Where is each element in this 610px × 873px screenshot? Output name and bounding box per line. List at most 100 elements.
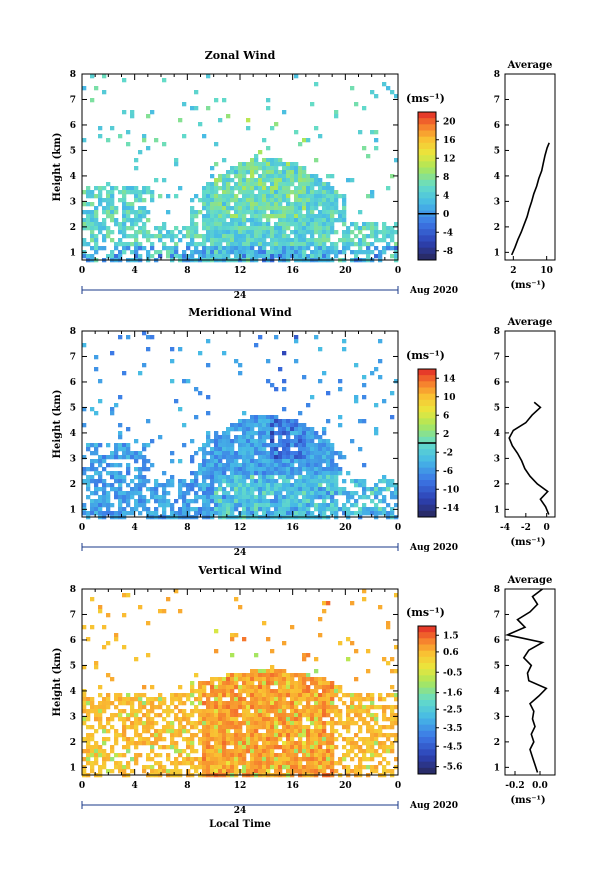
heatmap-cell — [310, 254, 315, 259]
x-tick-label: 0 — [79, 266, 85, 276]
heatmap-cell — [102, 226, 107, 231]
heatmap-cell — [326, 238, 331, 243]
heatmap-cell — [134, 234, 139, 239]
heatmap-cell — [270, 737, 275, 742]
heatmap-cell — [330, 697, 335, 702]
heatmap-cell — [290, 511, 295, 516]
heatmap-cell — [278, 467, 283, 472]
heatmap-cell — [146, 737, 151, 742]
heatmap-cell — [298, 214, 303, 219]
heatmap-cell — [294, 761, 299, 766]
heatmap-cell — [122, 110, 127, 115]
heatmap-cell — [370, 487, 375, 492]
heatmap-cell — [322, 190, 327, 195]
heatmap-cell — [354, 399, 359, 404]
heatmap-cell — [254, 202, 259, 207]
panel-title: Meridional Wind — [188, 306, 292, 319]
heatmap-cell — [134, 222, 139, 227]
heatmap-cell — [110, 757, 115, 762]
heatmap-cell — [134, 451, 139, 456]
heatmap-cell — [118, 511, 123, 516]
heatmap-cell — [362, 419, 367, 424]
heatmap-cell — [338, 487, 343, 492]
heatmap-cell — [222, 198, 227, 203]
heatmap-cell — [86, 725, 91, 730]
heatmap-cell — [134, 491, 139, 496]
heatmap-cell — [286, 190, 291, 195]
heatmap-cell — [154, 761, 159, 766]
heatmap-cell — [298, 423, 303, 428]
heatmap-cell — [250, 495, 255, 500]
heatmap-cell — [238, 503, 243, 508]
heatmap-cell — [298, 467, 303, 472]
heatmap-cell — [214, 729, 219, 734]
heatmap-cell — [190, 749, 195, 754]
heatmap-cell — [94, 250, 99, 255]
heatmap-cell — [122, 234, 127, 239]
heatmap-cell — [262, 463, 267, 468]
heatmap-cell — [394, 721, 399, 726]
heatmap-cell — [314, 681, 319, 686]
heatmap-cell — [298, 761, 303, 766]
heatmap-cell — [206, 499, 211, 504]
heatmap-cell — [182, 483, 187, 488]
heatmap-cell — [250, 483, 255, 488]
heatmap-cell — [342, 347, 347, 352]
heatmap-cell — [390, 685, 395, 690]
heatmap-cell — [258, 487, 263, 492]
heatmap-cell — [222, 757, 227, 762]
heatmap-cell — [278, 717, 283, 722]
heatmap-cell — [262, 725, 267, 730]
heatmap-cell — [282, 641, 287, 646]
heatmap-cell — [282, 733, 287, 738]
heatmap-cell — [138, 495, 143, 500]
heatmap-cell — [298, 701, 303, 706]
heatmap-cell — [314, 222, 319, 227]
heatmap-cell — [102, 246, 107, 251]
heatmap-cell — [118, 335, 123, 340]
heatmap-cell — [238, 737, 243, 742]
heatmap-cell — [286, 182, 291, 187]
heatmap-cell — [198, 689, 203, 694]
heatmap-cell — [302, 725, 307, 730]
y-tick-label: 3 — [70, 454, 76, 464]
heatmap-cell — [322, 507, 327, 512]
heatmap-cell — [150, 701, 155, 706]
heatmap-cell — [358, 757, 363, 762]
heatmap-cell — [290, 174, 295, 179]
heatmap-cell — [306, 487, 311, 492]
heatmap-cell — [226, 483, 231, 488]
heatmap-cell — [258, 230, 263, 235]
heatmap-cell — [330, 226, 335, 231]
heatmap-cell — [254, 761, 259, 766]
heatmap-cell — [214, 226, 219, 231]
heatmap-cell — [242, 174, 247, 179]
heatmap-cell — [238, 210, 243, 215]
heatmap-cell — [114, 242, 119, 247]
heatmap-cell — [178, 507, 183, 512]
heatmap-cell — [274, 459, 279, 464]
heatmap-cell — [330, 463, 335, 468]
heatmap-cell — [238, 721, 243, 726]
heatmap-cell — [326, 451, 331, 456]
heatmap-cell — [302, 423, 307, 428]
heatmap-cell — [94, 661, 99, 666]
heatmap-cell — [250, 202, 255, 207]
heatmap-cell — [286, 447, 291, 452]
heatmap-cell — [270, 190, 275, 195]
heatmap-cell — [394, 242, 399, 247]
heatmap-cell — [250, 463, 255, 468]
heatmap-cell — [146, 347, 151, 352]
heatmap-cell — [154, 491, 159, 496]
heatmap-cell — [346, 471, 351, 476]
heatmap-cell — [254, 693, 259, 698]
heatmap-cell — [234, 459, 239, 464]
heatmap-cell — [270, 701, 275, 706]
heatmap-cell — [98, 230, 103, 235]
heatmap-cell — [298, 443, 303, 448]
heatmap-cell — [210, 495, 215, 500]
heatmap-cell — [258, 451, 263, 456]
colorbar-swatch — [418, 480, 436, 487]
heatmap-cell — [86, 717, 91, 722]
heatmap-cell — [326, 214, 331, 219]
